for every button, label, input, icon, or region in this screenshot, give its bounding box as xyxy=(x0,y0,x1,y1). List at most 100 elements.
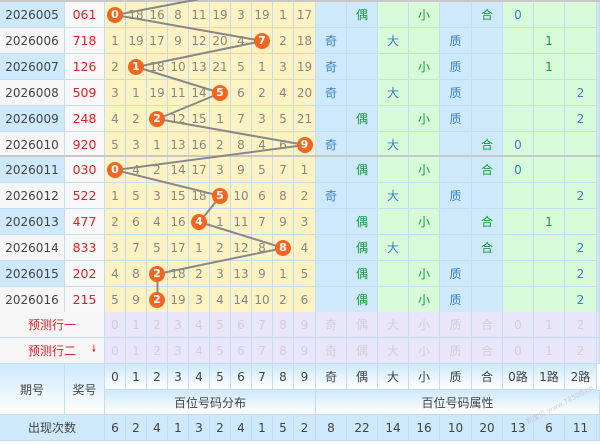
predict-attr[interactable]: 2 xyxy=(565,338,597,364)
predict-attr[interactable]: 1 xyxy=(534,338,565,364)
predict-attr[interactable]: 合 xyxy=(472,312,503,338)
hit-ball: 0 xyxy=(107,161,123,178)
digit-cell: 1 xyxy=(105,183,126,209)
predict-digit[interactable]: 5 xyxy=(210,338,231,364)
divider xyxy=(0,155,600,157)
predict-digit[interactable]: 4 xyxy=(189,312,210,338)
predict-attr[interactable]: 0 xyxy=(503,338,534,364)
digit-cell: 20 xyxy=(294,80,316,106)
hit-ball: 2 xyxy=(149,291,165,308)
predict-attr[interactable]: 奇 xyxy=(316,312,347,338)
digit-cell: 10 xyxy=(231,183,252,209)
attr-cell: 小 xyxy=(409,157,440,183)
digit-cell: 12 xyxy=(231,235,252,261)
digit-cell: 1 xyxy=(126,54,147,80)
digit-cell: 19 xyxy=(294,54,316,80)
header-attr: 1路 xyxy=(534,364,565,390)
attr-cell xyxy=(503,209,534,235)
digit-cell: 8 xyxy=(126,261,147,287)
predict-attr[interactable]: 偶 xyxy=(347,312,378,338)
digit-cell: 4 xyxy=(189,209,210,235)
award-cell: 061 xyxy=(65,2,105,28)
attr-cell: 质 xyxy=(440,287,472,313)
header-digit: 2 xyxy=(147,364,168,390)
predict-attr[interactable]: 奇 xyxy=(316,338,347,364)
award-cell: 248 xyxy=(65,106,105,132)
predict-attr[interactable]: 合 xyxy=(472,338,503,364)
predict-digit[interactable]: 2 xyxy=(147,312,168,338)
attr-cell xyxy=(534,261,565,287)
header-digit: 3 xyxy=(168,364,189,390)
attr-cell: 1 xyxy=(534,54,565,80)
predict-digit[interactable]: 1 xyxy=(126,338,147,364)
predict-digit[interactable]: 8 xyxy=(273,312,294,338)
digit-cell: 14 xyxy=(168,157,189,183)
digit-cell: 8 xyxy=(252,235,273,261)
attr-cell: 奇 xyxy=(316,183,347,209)
predict-digit[interactable]: 7 xyxy=(252,312,273,338)
predict-attr[interactable]: 2 xyxy=(565,312,597,338)
digit-cell: 19 xyxy=(168,287,189,313)
predict-digit[interactable]: 0 xyxy=(105,312,126,338)
digit-cell: 5 xyxy=(231,54,252,80)
predict-attr[interactable]: 小 xyxy=(409,312,440,338)
predict-attr[interactable]: 1 xyxy=(534,312,565,338)
attr-cell xyxy=(472,106,503,132)
digit-cell: 2 xyxy=(210,235,231,261)
predict-digit[interactable]: 3 xyxy=(168,338,189,364)
predict-label[interactable]: 预测行一 xyxy=(0,312,105,338)
digit-cell: 9 xyxy=(168,28,189,54)
digit-cell: 18 xyxy=(168,261,189,287)
digit-cell: 19 xyxy=(252,2,273,28)
predict-digit[interactable]: 9 xyxy=(294,338,316,364)
digit-cell: 17 xyxy=(189,157,210,183)
digit-cell: 3 xyxy=(105,80,126,106)
header-dist-label: 百位号码分布 xyxy=(105,390,316,415)
attr-cell xyxy=(440,157,472,183)
digit-cell: 1 xyxy=(273,261,294,287)
predict-digit[interactable]: 6 xyxy=(231,312,252,338)
count-digit: 1 xyxy=(168,415,189,441)
digit-cell: 2 xyxy=(273,28,294,54)
predict-digit[interactable]: 8 xyxy=(273,338,294,364)
predict-attr[interactable]: 小 xyxy=(409,338,440,364)
attr-cell xyxy=(503,183,534,209)
predict-attr[interactable]: 大 xyxy=(378,338,409,364)
predict-digit[interactable]: 1 xyxy=(126,312,147,338)
digit-cell: 9 xyxy=(126,287,147,313)
attr-cell: 2 xyxy=(565,235,597,261)
attr-cell: 大 xyxy=(378,235,409,261)
attr-cell: 合 xyxy=(472,2,503,28)
predict-digit[interactable]: 6 xyxy=(231,338,252,364)
predict-attr[interactable]: 质 xyxy=(440,338,472,364)
predict-digit[interactable]: 2 xyxy=(147,338,168,364)
digit-cell: 15 xyxy=(189,106,210,132)
award-cell: 522 xyxy=(65,183,105,209)
attr-cell xyxy=(503,54,534,80)
predict-digit[interactable]: 7 xyxy=(252,338,273,364)
digit-cell: 7 xyxy=(126,235,147,261)
predict-digit[interactable]: 5 xyxy=(210,312,231,338)
predict-digit[interactable]: 3 xyxy=(168,312,189,338)
digit-cell: 3 xyxy=(294,209,316,235)
digit-cell: 1 xyxy=(189,235,210,261)
attr-cell xyxy=(565,157,597,183)
predict-digit[interactable]: 4 xyxy=(189,338,210,364)
count-digit: 2 xyxy=(126,415,147,441)
attr-cell: 偶 xyxy=(347,2,378,28)
predict-attr[interactable]: 质 xyxy=(440,312,472,338)
predict-attr[interactable]: 偶 xyxy=(347,338,378,364)
predict-digit[interactable]: 0 xyxy=(105,338,126,364)
arrow-down-icon[interactable]: 🠗 xyxy=(91,344,96,355)
predict-digit[interactable]: 9 xyxy=(294,312,316,338)
header-attr-label: 百位号码属性 xyxy=(316,390,600,415)
predict-label[interactable]: 预测行二 🠗 xyxy=(0,338,105,364)
digit-cell: 21 xyxy=(294,106,316,132)
digit-cell: 5 xyxy=(252,157,273,183)
digit-cell: 8 xyxy=(273,183,294,209)
digit-cell: 19 xyxy=(126,28,147,54)
attr-cell xyxy=(565,132,597,158)
predict-attr[interactable]: 0 xyxy=(503,312,534,338)
predict-attr[interactable]: 大 xyxy=(378,312,409,338)
attr-cell: 偶 xyxy=(347,261,378,287)
